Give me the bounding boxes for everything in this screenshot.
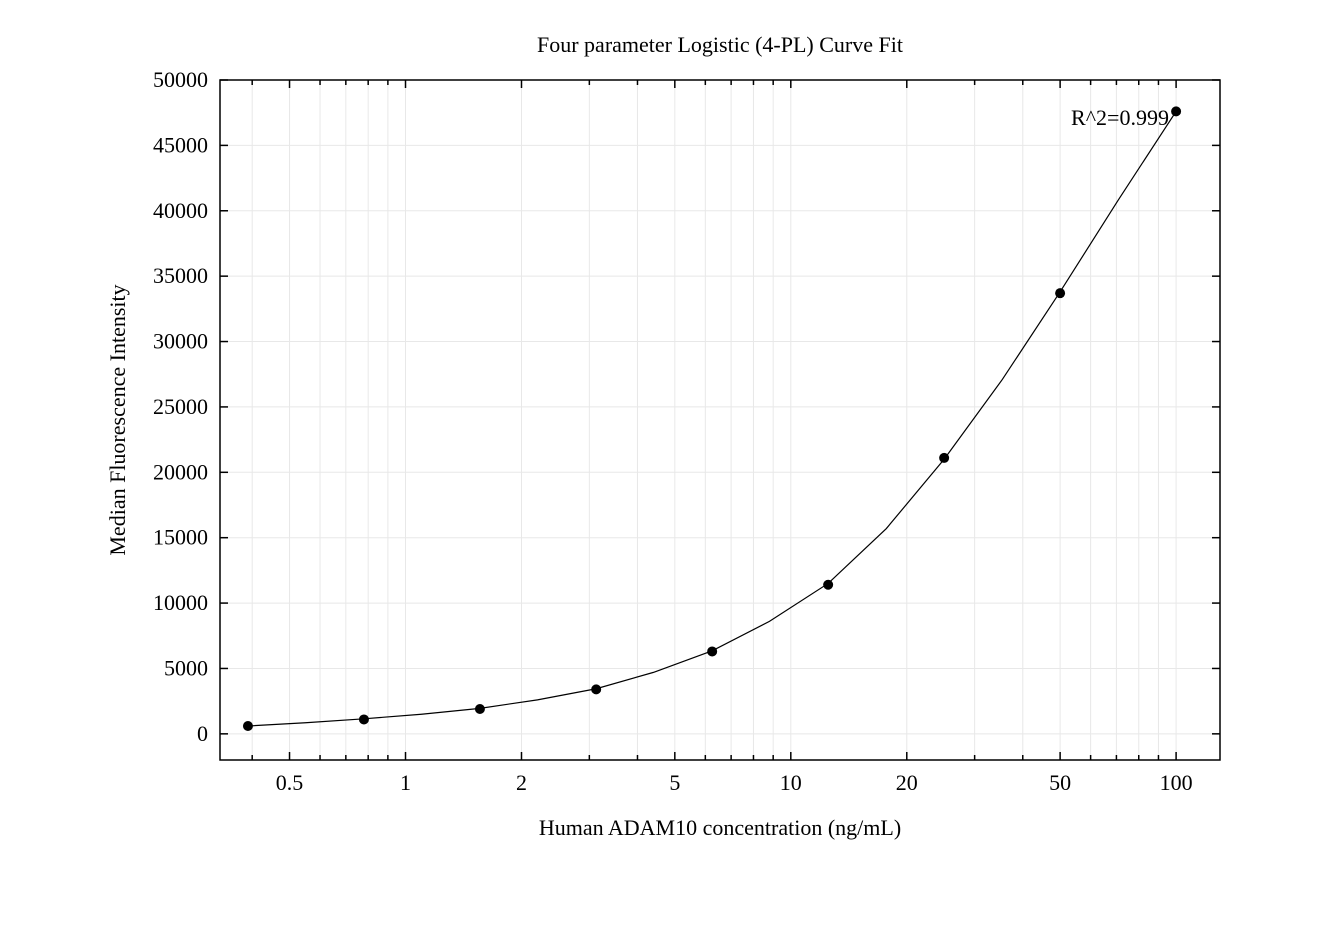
x-tick-label: 10 — [780, 770, 802, 795]
data-point — [243, 721, 253, 731]
y-tick-label: 45000 — [153, 132, 208, 157]
y-tick-label: 30000 — [153, 329, 208, 354]
x-tick-label: 20 — [896, 770, 918, 795]
data-point — [1171, 106, 1181, 116]
y-tick-label: 10000 — [153, 590, 208, 615]
data-point — [359, 714, 369, 724]
data-point — [823, 580, 833, 590]
r-squared-annotation: R^2=0.999 — [1071, 105, 1169, 130]
data-point — [475, 704, 485, 714]
y-tick-label: 50000 — [153, 67, 208, 92]
y-tick-label: 25000 — [153, 394, 208, 419]
x-tick-label: 2 — [516, 770, 527, 795]
x-tick-label: 1 — [400, 770, 411, 795]
y-tick-label: 0 — [197, 721, 208, 746]
x-tick-label: 5 — [669, 770, 680, 795]
y-axis-label: Median Fluorescence Intensity — [105, 284, 130, 555]
x-tick-label: 100 — [1160, 770, 1193, 795]
data-point — [939, 453, 949, 463]
y-tick-label: 35000 — [153, 263, 208, 288]
y-tick-label: 40000 — [153, 198, 208, 223]
chart-svg: 0.5 1 2 5 10 20 50 100 0 5000 10000 15000 20000 25000… — [0, 0, 1340, 933]
y-tick-label: 5000 — [164, 655, 208, 680]
chart-container: 0.5 1 2 5 10 20 50 100 0 5000 10000 15000 20000 25000… — [0, 0, 1340, 933]
x-tick-label: 50 — [1049, 770, 1071, 795]
chart-title: Four parameter Logistic (4-PL) Curve Fit — [537, 32, 903, 57]
data-point — [591, 684, 601, 694]
y-tick-label: 15000 — [153, 525, 208, 550]
data-point — [1055, 288, 1065, 298]
data-point — [707, 646, 717, 656]
x-tick-label: 0.5 — [276, 770, 304, 795]
x-axis-label: Human ADAM10 concentration (ng/mL) — [539, 815, 901, 840]
y-tick-label: 20000 — [153, 459, 208, 484]
